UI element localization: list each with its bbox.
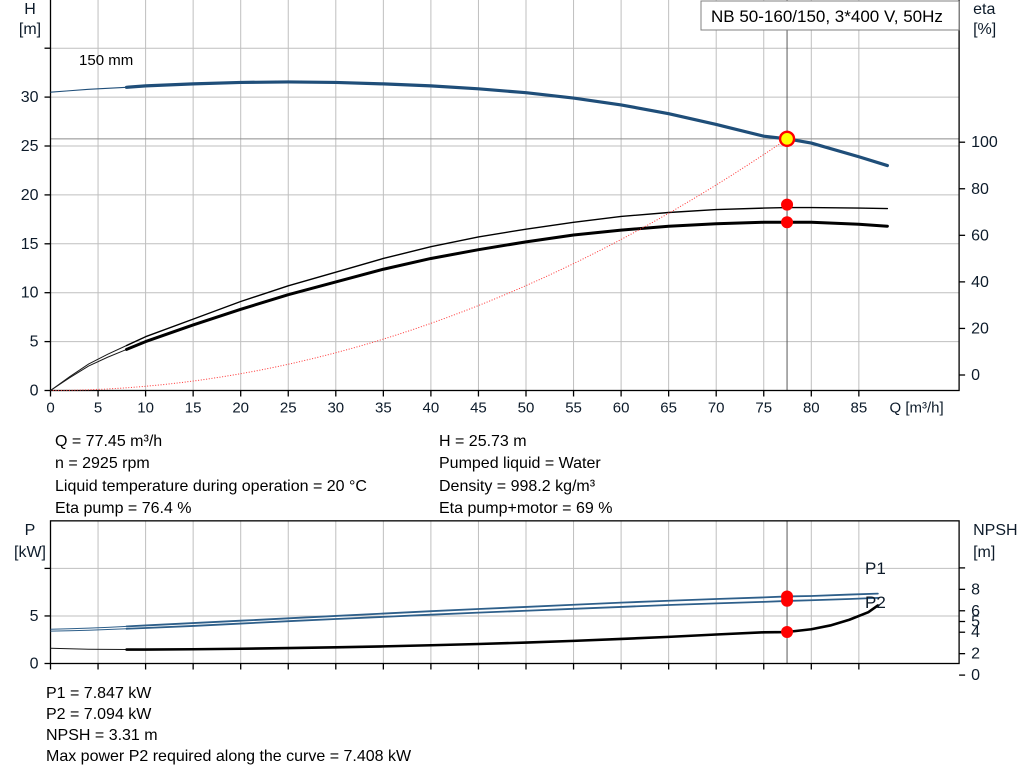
svg-text:5: 5 — [94, 400, 102, 417]
svg-text:[m]: [m] — [973, 544, 995, 561]
svg-text:NPSH: NPSH — [973, 522, 1017, 539]
svg-text:H: H — [24, 1, 36, 18]
svg-text:60: 60 — [971, 227, 989, 244]
svg-text:20: 20 — [971, 320, 989, 337]
svg-text:25: 25 — [21, 138, 39, 155]
svg-text:80: 80 — [803, 400, 820, 417]
svg-text:0: 0 — [971, 367, 980, 384]
svg-text:75: 75 — [755, 400, 772, 417]
svg-text:10: 10 — [137, 400, 154, 417]
svg-text:45: 45 — [470, 400, 487, 417]
svg-text:20: 20 — [21, 187, 39, 204]
svg-text:5: 5 — [30, 608, 39, 625]
svg-text:eta: eta — [973, 1, 995, 18]
svg-text:50: 50 — [518, 400, 535, 417]
svg-text:5: 5 — [971, 614, 980, 631]
svg-text:P: P — [25, 522, 36, 539]
svg-text:0: 0 — [971, 667, 980, 684]
svg-text:NB 50-160/150, 3*400 V, 50Hz: NB 50-160/150, 3*400 V, 50Hz — [711, 7, 943, 26]
svg-text:0: 0 — [30, 656, 39, 673]
svg-text:40: 40 — [971, 274, 989, 291]
svg-text:P1: P1 — [865, 559, 886, 578]
svg-text:100: 100 — [971, 134, 998, 151]
svg-text:8: 8 — [971, 581, 980, 598]
svg-text:30: 30 — [327, 400, 344, 417]
svg-text:60: 60 — [613, 400, 630, 417]
svg-text:P2: P2 — [865, 593, 886, 612]
svg-text:150 mm: 150 mm — [79, 52, 133, 69]
svg-text:0: 0 — [30, 383, 39, 400]
svg-text:85: 85 — [851, 400, 868, 417]
svg-text:[kW]: [kW] — [14, 544, 46, 561]
svg-text:5: 5 — [30, 334, 39, 351]
svg-text:[%]: [%] — [973, 21, 996, 38]
svg-text:10: 10 — [21, 285, 39, 302]
svg-text:2: 2 — [971, 646, 980, 663]
svg-text:35: 35 — [375, 400, 392, 417]
svg-text:20: 20 — [232, 400, 249, 417]
svg-text:Q [m³/h]: Q [m³/h] — [890, 400, 944, 417]
svg-text:[m]: [m] — [19, 21, 41, 38]
svg-text:70: 70 — [708, 400, 725, 417]
svg-text:40: 40 — [423, 400, 440, 417]
svg-text:80: 80 — [971, 181, 989, 198]
svg-text:15: 15 — [185, 400, 202, 417]
svg-text:55: 55 — [565, 400, 582, 417]
svg-text:15: 15 — [21, 236, 39, 253]
svg-text:25: 25 — [280, 400, 297, 417]
svg-text:65: 65 — [660, 400, 677, 417]
svg-text:30: 30 — [21, 89, 39, 106]
svg-text:0: 0 — [46, 400, 54, 417]
